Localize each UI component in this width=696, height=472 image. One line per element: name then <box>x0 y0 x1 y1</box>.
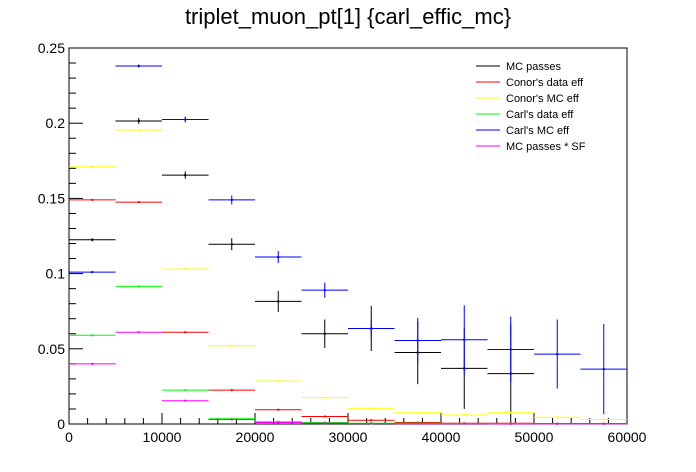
data-point <box>370 327 373 330</box>
data-point <box>323 289 326 292</box>
legend-label: Conor's MC eff <box>506 93 580 105</box>
legend-label: MC passes * SF <box>506 141 586 153</box>
y-tick-label: 0.25 <box>38 40 65 56</box>
legend-label: MC passes <box>506 61 562 73</box>
data-point <box>184 118 187 121</box>
x-tick-label: 40000 <box>422 429 461 445</box>
data-point <box>602 418 605 421</box>
series-mc-passes <box>69 117 534 424</box>
data-point <box>91 362 94 365</box>
data-point <box>230 344 233 347</box>
data-point <box>602 422 605 425</box>
data-point <box>509 348 512 351</box>
x-tick-label: 30000 <box>329 429 368 445</box>
data-point <box>277 421 280 424</box>
chart-title: triplet_muon_pt[1] {carl_effic_mc} <box>185 4 511 29</box>
axes: 0 0.05 0.1 0.15 0.2 0.25 0 10000 20000 30000 40000… <box>38 40 647 445</box>
x-tick-label: 0 <box>65 429 73 445</box>
data-point <box>556 416 559 419</box>
y-tick-label: 0.05 <box>38 341 65 357</box>
data-point <box>184 389 187 392</box>
data-point <box>184 174 187 177</box>
y-tick-label: 0.2 <box>46 115 66 131</box>
legend: MC passes Conor's data eff Conor's MC eff C… <box>476 61 586 153</box>
data-point <box>323 415 326 418</box>
data-point <box>230 418 233 421</box>
data-point <box>91 334 94 337</box>
y-tick-label: 0.15 <box>38 190 65 206</box>
data-point <box>509 422 512 425</box>
data-point <box>230 389 233 392</box>
data-point <box>230 243 233 246</box>
data-point <box>230 198 233 201</box>
data-point <box>277 408 280 411</box>
data-point <box>91 238 94 241</box>
data-point <box>277 380 280 383</box>
data-point <box>416 411 419 414</box>
data-point <box>137 285 140 288</box>
data-point <box>323 396 326 399</box>
legend-label: Carl's MC eff <box>506 125 570 137</box>
data-markers <box>69 64 627 425</box>
data-point <box>556 422 559 425</box>
data-point <box>137 65 140 68</box>
legend-label: Conor's data eff <box>506 77 584 89</box>
x-tick-label: 10000 <box>143 429 182 445</box>
data-point <box>370 419 373 422</box>
data-point <box>370 407 373 410</box>
data-point <box>91 198 94 201</box>
data-point <box>91 271 94 274</box>
data-point <box>463 422 466 425</box>
series-carl-s-data-eff <box>69 285 627 425</box>
data-point <box>463 413 466 416</box>
data-point <box>556 353 559 356</box>
x-tick-label: 50000 <box>515 429 554 445</box>
data-point <box>137 201 140 204</box>
legend-label: Carl's data eff <box>506 109 574 121</box>
data-point <box>277 256 280 259</box>
data-point <box>91 165 94 168</box>
series-carl-s-mc-eff <box>69 64 627 415</box>
data-point <box>184 331 187 334</box>
data-point <box>184 399 187 402</box>
data-point <box>184 268 187 271</box>
series-conor-s-data-eff <box>69 198 627 425</box>
data-point <box>277 300 280 303</box>
data-point <box>137 331 140 334</box>
x-tick-label: 20000 <box>236 429 275 445</box>
data-point <box>370 422 373 425</box>
data-point <box>137 128 140 131</box>
data-point <box>416 339 419 342</box>
data-point <box>463 338 466 341</box>
data-point <box>137 119 140 122</box>
data-point <box>602 368 605 371</box>
y-tick-label: 0.1 <box>46 266 66 282</box>
x-tick-label: 60000 <box>608 429 647 445</box>
data-point <box>323 422 326 425</box>
series-conor-s-mc-eff <box>69 128 627 421</box>
data-point <box>416 422 419 425</box>
data-point <box>323 332 326 335</box>
data-point <box>509 411 512 414</box>
series-mc-passes-sf <box>69 331 627 425</box>
y-tick-label: 0 <box>57 416 65 432</box>
